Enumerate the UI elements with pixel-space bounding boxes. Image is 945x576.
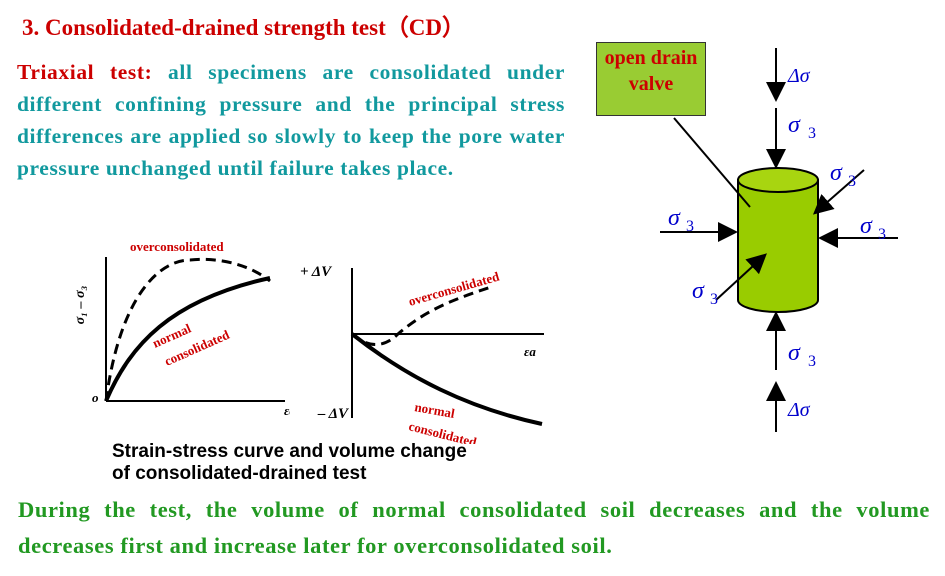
top-sigma3-subscript: 3	[808, 125, 816, 142]
front-sigma3-arrow	[715, 253, 767, 301]
overconsolidated-label: overconsolidated	[130, 239, 224, 254]
top-delta-sigma-label: Δσ	[787, 65, 811, 87]
overconsolidated-curve	[104, 257, 271, 402]
x-axis-label: εa	[284, 403, 290, 418]
left-sigma3-subscript: 3	[686, 218, 694, 235]
bottom-sigma3-symbol: σ	[788, 340, 801, 366]
open-drain-valve-box: open drain valve	[596, 42, 706, 116]
specimen-cylinder	[737, 179, 819, 313]
bottom-delta-sigma-label: Δσ	[787, 399, 811, 421]
triaxial-specimen-diagram: Δσ σ 3 σ 3 σ 3 σ 3 σ 3 σ 3 Δσ	[660, 48, 898, 432]
valve-label-line-2: valve	[628, 73, 674, 95]
intro-paragraph: Triaxial test: all specimens are consoli…	[17, 56, 565, 184]
figure-caption: Strain-stress curve and volume change of…	[112, 441, 467, 485]
rear-sigma3-arrow	[812, 169, 865, 215]
stress-strain-figure: σ₁ – σ₃ o εa overconsolidated normal con…	[73, 239, 290, 418]
bottom-sigma3-subscript: 3	[808, 353, 816, 370]
right-sigma3-subscript: 3	[878, 226, 886, 243]
volume-change-figure: + ΔV – ΔV εa overconsolidated normal con…	[300, 264, 544, 444]
rear-sigma3-symbol: σ	[830, 160, 843, 186]
valve-pointer-line	[673, 117, 751, 208]
caption-line-1: Strain-stress curve and volume change	[112, 441, 467, 462]
slide-title: 3. Consolidated-drained strength test（CD…	[22, 15, 465, 40]
conclusion-paragraph: During the test, the volume of normal co…	[18, 497, 930, 558]
specimen-top	[737, 167, 819, 193]
y-axis-label: σ₁ – σ₃	[73, 285, 88, 324]
front-sigma3-symbol: σ	[692, 278, 705, 304]
top-sigma3-symbol: σ	[788, 112, 801, 138]
negative-dv-label: – ΔV	[317, 406, 350, 422]
intro-text: all specimens are consolidated under dif…	[17, 60, 565, 180]
intro-lead: Triaxial test:	[17, 60, 153, 84]
overconsolidated-curve	[351, 284, 495, 346]
left-sigma3-symbol: σ	[668, 205, 681, 231]
normal-consolidated-curve	[104, 276, 271, 402]
origin-label: o	[92, 390, 99, 405]
caption-line-2: of consolidated-drained test	[112, 463, 367, 484]
rear-sigma3-subscript: 3	[848, 173, 856, 190]
x-axis-label: εa	[524, 344, 536, 359]
positive-dv-label: + ΔV	[300, 264, 333, 280]
front-sigma3-subscript: 3	[710, 291, 718, 308]
normal-consolidated-curve	[350, 332, 543, 426]
right-sigma3-symbol: σ	[860, 213, 873, 239]
normal-label: normal	[413, 399, 456, 421]
valve-label-line-1: open drain	[604, 47, 698, 69]
